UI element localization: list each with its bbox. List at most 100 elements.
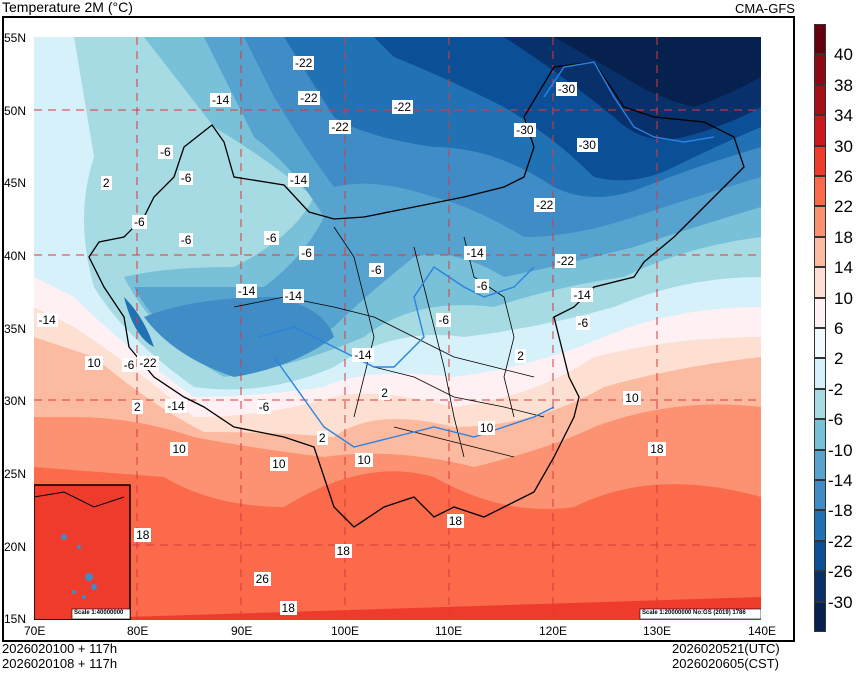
colorbar-segment [814,510,826,541]
colorbar-segment [814,267,826,298]
lat-tick-25n: 25N [4,467,27,481]
colorbar-label: -6 [828,410,844,430]
colorbar-segment [814,388,826,420]
main-scale-label: Scale 1:20000000 No:GS (2019) 1786 [642,610,746,616]
contour-label: 18 [648,442,666,457]
colorbar-label: -2 [828,379,844,399]
model-source-label: CMA-GFS [735,1,795,16]
lon-tick-110e: 110E [435,624,463,638]
init-time-cst: 2026020108 + 117h [2,656,118,671]
colorbar-label: -30 [828,592,853,612]
colorbar-label: 18 [834,227,853,247]
contour-label: -14 [287,172,310,187]
rivers [258,61,715,448]
colorbar-segment [814,24,826,55]
contour-label: -22 [329,120,351,135]
colorbar-segment [814,176,826,207]
colorbar-segment [814,115,826,146]
contour-label: -14 [165,398,187,413]
colorbar-segment [814,236,826,268]
contour-label: -14 [235,283,258,298]
contour-label: 18 [446,513,465,528]
contour-label: -22 [533,197,556,212]
colorbar-segment [814,419,826,450]
colorbar-segment [814,54,826,85]
contour-label: -6 [299,245,314,260]
colorbar-label: 6 [834,319,844,338]
colorbar-label: -18 [828,501,853,521]
colorbar-segment [814,297,826,328]
valid-time-utc: 2026020521(UTC) [672,641,780,656]
colorbar-segment [814,480,826,511]
colorbar-label: 38 [834,75,853,95]
contour-label: -6 [474,279,490,294]
contour-label: -6 [121,357,137,372]
contour-label: -30 [576,137,598,152]
contour-label: 10 [170,442,188,457]
contour-label: 18 [279,601,297,616]
contour-label: 18 [334,544,352,559]
colorbar-segment [814,206,826,237]
colorbar-segment [814,358,826,389]
colorbar-label: -22 [828,531,853,551]
contour-label: -14 [464,245,486,260]
contour-label: 26 [253,572,271,587]
contour-label: 10 [623,391,641,406]
contour-label: 2 [515,349,526,364]
contour-label: -14 [352,347,374,362]
country-border [88,61,745,528]
lat-tick-40n: 40N [4,249,27,263]
contour-label: -6 [178,232,194,247]
contour-label: -30 [555,82,578,97]
contour-label: -6 [256,400,272,415]
lat-tick-45n: 45N [4,176,27,190]
colorbar-label: -14 [828,471,853,490]
lat-tick-35n: 35N [4,322,27,336]
contour-label: -6 [132,215,147,230]
contour-label: -22 [554,254,577,269]
plot-frame [2,16,795,642]
init-time-utc: 2026020100 + 117h [2,641,118,656]
inset-scale-label: Scale 1:40000000 [74,610,124,616]
contour-label: 10 [85,356,103,371]
lon-tick-70e: 70E [24,624,46,638]
lat-tick-15n: 15N [4,612,27,626]
lon-tick-90e: 90E [231,624,253,638]
colorbar [814,24,826,632]
contour-label: 10 [270,457,288,472]
lon-tick-120e: 120E [539,624,568,638]
colorbar-segment [814,601,826,632]
chart-title: Temperature 2M (°C) [2,0,133,15]
colorbar-label: 22 [834,197,853,217]
colorbar-label: 2 [834,349,844,369]
contour-label: -14 [209,92,232,107]
lon-tick-100e: 100E [331,624,360,638]
contour-label: 18 [134,528,152,543]
colorbar-label: 10 [834,288,853,308]
colorbar-segment [814,84,826,116]
colorbar-segment [814,540,826,572]
lon-tick-140e: 140E [748,624,777,638]
contour-label: -22 [298,91,320,106]
colorbar-label: 30 [834,136,853,156]
contour-label: -6 [178,171,194,186]
lat-tick-30n: 30N [4,394,27,408]
contour-label: -22 [293,56,315,71]
lon-tick-80e: 80E [127,624,149,638]
lat-tick-20n: 20N [4,540,27,554]
contour-label: -30 [514,123,536,138]
south-china-sea-inset [34,484,131,620]
colorbar-label: 14 [834,258,853,278]
contour-label: -14 [36,312,58,327]
lon-tick-130e: 130E [643,624,672,638]
contour-label: -6 [436,312,452,327]
contour-label: -14 [282,289,304,304]
contour-label: -14 [571,287,593,302]
contour-label: 10 [477,420,496,435]
contour-label: -6 [158,145,173,160]
colorbar-segment [814,145,826,176]
colorbar-label: 26 [834,167,853,186]
contour-label: -6 [263,231,279,246]
contour-label: 2 [100,175,112,190]
contour-label: -22 [137,356,159,371]
